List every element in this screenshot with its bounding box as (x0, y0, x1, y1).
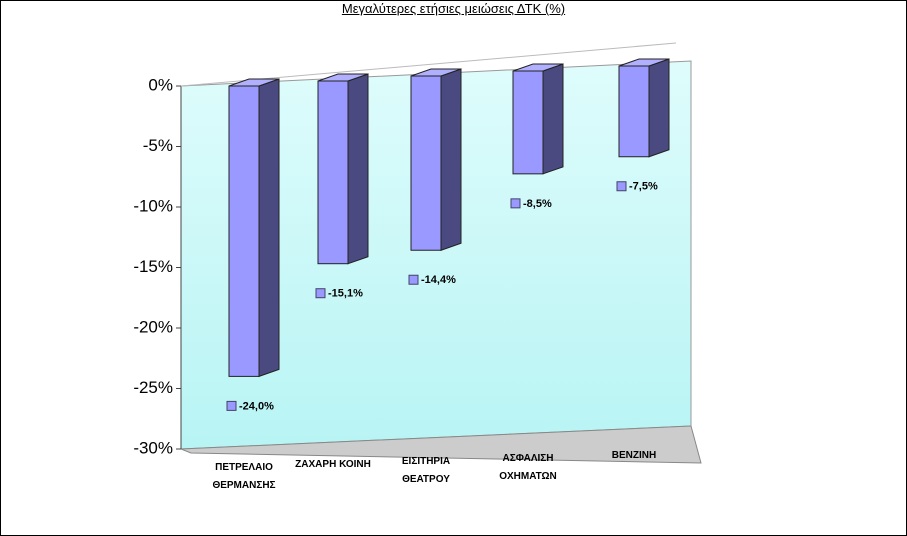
label-marker (315, 288, 326, 299)
value-label: -8,5% (523, 198, 552, 210)
label-marker (226, 400, 237, 411)
y-tick-label: -5% (143, 136, 173, 155)
y-tick-label: -20% (133, 317, 173, 336)
x-tick-label: ΖΑΧΑΡΗ ΚΟΙΝΗ (295, 459, 371, 470)
y-tick-label: -15% (133, 257, 173, 276)
bar-side (440, 68, 462, 251)
label-marker (510, 198, 521, 209)
bar (410, 75, 442, 251)
x-tick-label: ΒΕΝΖΙΝΗ (611, 450, 657, 461)
y-tick-label: -25% (133, 378, 173, 397)
bar (512, 70, 544, 175)
bar-side (542, 63, 564, 175)
label-marker (408, 274, 419, 285)
bar-side (347, 73, 369, 265)
value-label: -14,4% (421, 274, 456, 286)
bar (317, 80, 349, 265)
value-label: -15,1% (328, 288, 363, 300)
y-tick-label: -10% (133, 196, 173, 215)
bar-side (258, 78, 280, 378)
x-tick-label: ΠΕΤΡΕΛΑΙΟ ΘΕΡΜΑΝΣΗΣ (212, 462, 276, 491)
bar-side (648, 58, 670, 158)
y-tick-label: 0% (148, 75, 173, 94)
x-tick-label: ΕΙΣΙΤΗΡΙΑ ΘΕΑΤΡΟΥ (401, 456, 451, 485)
chart-title: Μεγαλύτερες ετήσιες μειώσεις ΔΤΚ (%) (341, 1, 566, 16)
bar (228, 85, 260, 377)
value-label: -7,5% (629, 181, 658, 193)
bar (618, 65, 650, 158)
floor (180, 425, 702, 464)
x-tick-label: ΑΣΦΑΛΙΣΗ ΟΧΗΜΑΤΩΝ (499, 453, 557, 482)
value-label: -24,0% (239, 400, 274, 412)
y-tick-label: -30% (133, 438, 173, 457)
label-marker (616, 181, 627, 192)
